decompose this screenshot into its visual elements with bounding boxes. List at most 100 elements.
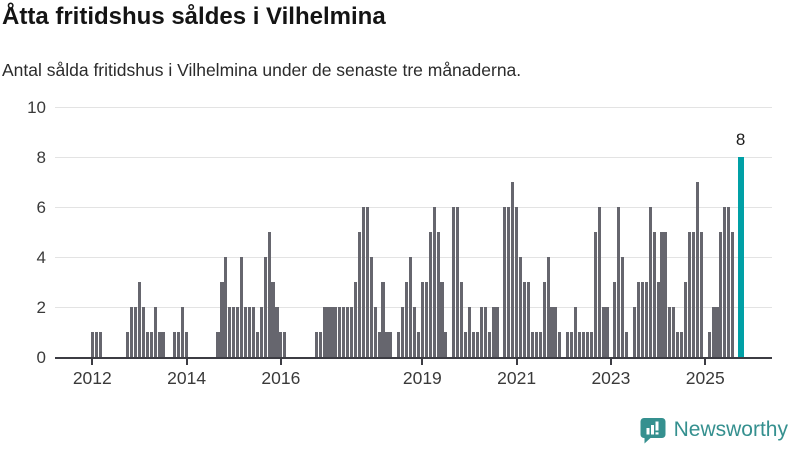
bar: [452, 207, 456, 357]
bar: [444, 332, 448, 357]
bar: [271, 282, 275, 357]
x-axis-tick: [609, 359, 612, 365]
bar: [173, 332, 177, 357]
bar: [687, 232, 692, 357]
bar: [605, 307, 609, 357]
x-axis-label: 2025: [685, 368, 725, 388]
bar: [550, 307, 554, 357]
bar: [652, 232, 656, 357]
bar: [542, 282, 546, 357]
newsworthy-logo: Newsworthy: [639, 416, 788, 444]
bar: [593, 232, 597, 357]
bar: [691, 232, 695, 357]
bar: [483, 307, 487, 357]
bar: [585, 332, 589, 357]
bar: [369, 257, 373, 357]
highlight-bar: [737, 157, 744, 357]
bar: [397, 332, 401, 357]
x-axis-tick: [704, 359, 707, 365]
newsworthy-wordmark: Newsworthy: [673, 418, 788, 441]
bar: [353, 282, 358, 357]
bar: [617, 207, 621, 357]
bar: [668, 307, 672, 357]
bar: [408, 257, 413, 357]
bar: [554, 307, 558, 357]
bar: [625, 332, 629, 357]
bar: [699, 232, 703, 357]
x-axis-tick: [515, 359, 518, 365]
bar: [636, 282, 640, 357]
bar: [707, 332, 711, 357]
bar: [613, 282, 617, 357]
gridline: [55, 157, 772, 158]
bar: [153, 307, 157, 357]
x-axis-tick: [421, 359, 424, 365]
bar: [589, 332, 593, 357]
bar: [511, 182, 515, 357]
bar: [574, 307, 578, 357]
bar: [581, 332, 585, 357]
bar: [727, 207, 731, 357]
bar: [141, 307, 145, 357]
bar: [538, 332, 542, 357]
gridline: [55, 257, 772, 258]
bar: [471, 332, 475, 357]
bar: [267, 232, 271, 357]
bar: [385, 332, 389, 357]
bar: [145, 332, 149, 357]
bar: [377, 332, 381, 357]
bar: [601, 307, 605, 357]
x-axis-label: 2021: [497, 368, 537, 388]
bar: [130, 307, 134, 357]
bar: [157, 332, 161, 357]
bar: [342, 307, 346, 357]
x-axis-tick: [279, 359, 282, 365]
bar: [330, 307, 334, 357]
bar: [247, 307, 251, 357]
bar: [522, 282, 527, 357]
bar: [322, 307, 326, 357]
bar: [491, 307, 495, 357]
bar: [534, 332, 538, 357]
bar: [389, 332, 393, 357]
y-axis-label: 6: [36, 198, 46, 217]
bar: [126, 332, 130, 357]
bar: [275, 307, 279, 357]
bar: [255, 332, 259, 357]
bar: [149, 332, 153, 357]
bar: [420, 282, 424, 357]
bar: [357, 232, 362, 357]
bar: [424, 282, 428, 357]
bar: [507, 207, 511, 357]
bar: [243, 307, 248, 357]
bar: [558, 332, 562, 357]
bar: [672, 307, 676, 357]
y-axis-label: 4: [36, 248, 46, 267]
bar: [526, 282, 530, 357]
bar: [664, 232, 668, 357]
bar: [236, 307, 240, 357]
gridline: [55, 107, 772, 108]
bar: [460, 282, 464, 357]
bar: [680, 332, 684, 357]
bar: [94, 332, 98, 357]
bar: [137, 282, 141, 357]
bar: [181, 307, 185, 357]
bar: [283, 332, 287, 357]
bar: [467, 307, 472, 357]
bar: [632, 307, 637, 357]
bar: [416, 332, 420, 357]
bar: [660, 232, 664, 357]
bar: [464, 332, 468, 357]
bar: [676, 332, 680, 357]
bar: [98, 332, 102, 357]
bar: [318, 332, 322, 357]
bar: [216, 332, 220, 357]
bar: [656, 282, 660, 357]
bar: [220, 282, 224, 357]
chart-subtitle: Antal sålda fritidshus i Vilhelmina unde…: [2, 60, 522, 80]
bar: [440, 282, 444, 357]
bar: [456, 207, 460, 357]
bar: [373, 307, 377, 357]
